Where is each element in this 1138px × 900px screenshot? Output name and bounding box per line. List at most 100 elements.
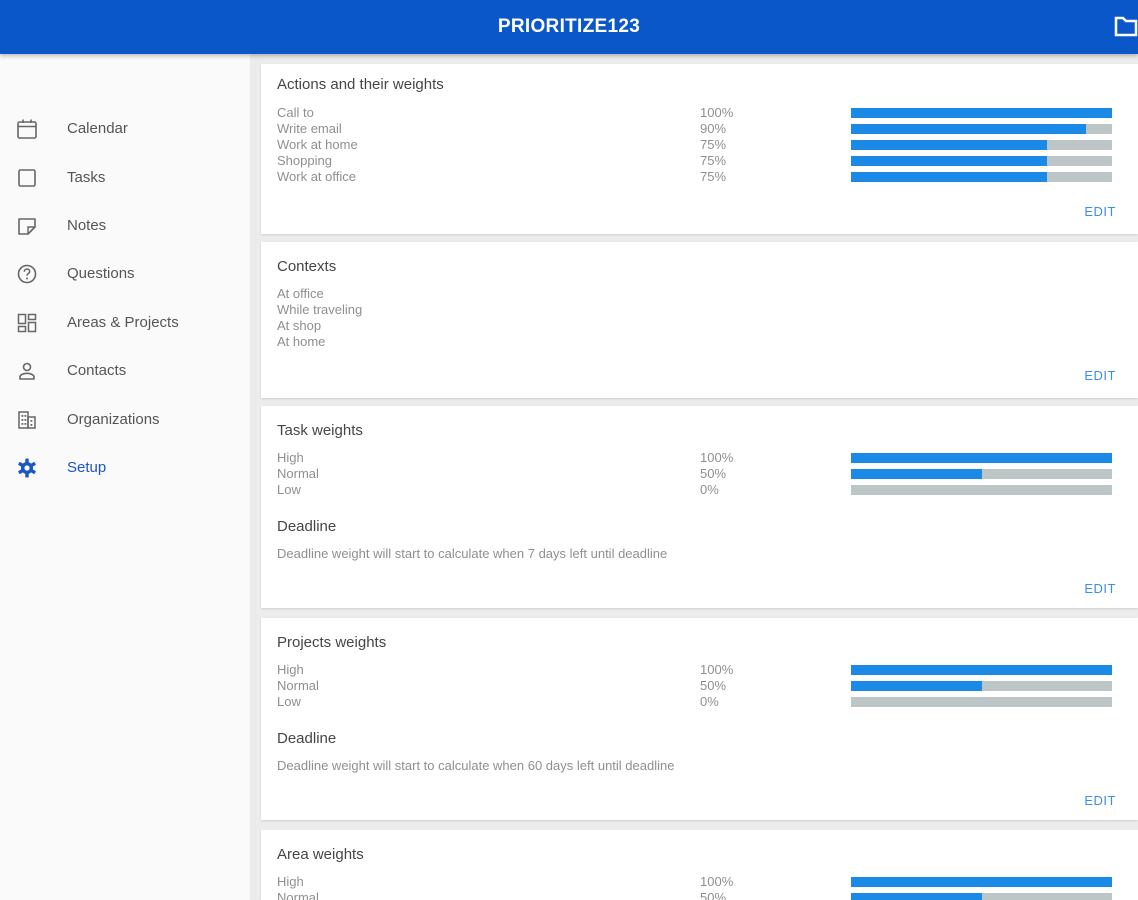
weight-bar-fill: [851, 108, 1112, 118]
card-title: Projects weights: [277, 634, 387, 651]
weight-row: Low 0%: [261, 482, 1138, 498]
weight-bar: [851, 681, 1112, 691]
weight-bar-fill: [851, 156, 1047, 166]
weight-label: Low: [277, 482, 301, 497]
weight-bar: [851, 469, 1112, 479]
weight-bar: [851, 665, 1112, 675]
weight-row: Call to 100%: [261, 105, 1138, 121]
weight-bar-fill: [851, 172, 1047, 182]
weight-bar-fill: [851, 124, 1086, 134]
weight-label: High: [277, 874, 304, 889]
weight-bar: [851, 485, 1112, 495]
project-weights-card: Projects weights High 100% Normal 50% Lo…: [261, 618, 1138, 820]
deadline-heading: Deadline: [277, 730, 337, 747]
sidebar-item-notes[interactable]: Notes: [0, 206, 250, 246]
area-weights-card: Area weights High 100% Normal 50%: [261, 830, 1138, 900]
weight-percent: 0%: [700, 694, 719, 709]
weight-percent: 100%: [700, 105, 734, 120]
sidebar-item-contacts[interactable]: Contacts: [0, 351, 250, 391]
calendar-icon: [16, 118, 38, 140]
deadline-description: Deadline weight will start to calculate …: [277, 758, 675, 773]
deadline-description: Deadline weight will start to calculate …: [277, 546, 668, 561]
gear-icon: [16, 457, 38, 479]
weight-percent: 50%: [700, 466, 727, 481]
sidebar-item-label: Setup: [67, 459, 107, 476]
weight-percent: 90%: [700, 121, 727, 136]
edit-button[interactable]: EDIT: [1084, 368, 1116, 383]
deadline-heading: Deadline: [277, 518, 337, 535]
weight-label: Normal: [277, 890, 319, 900]
weight-label: Write email: [277, 121, 342, 136]
weight-bar: [851, 124, 1112, 134]
weight-percent: 100%: [700, 450, 734, 465]
checkbox-icon: [16, 167, 38, 189]
question-icon: [16, 263, 38, 285]
weight-label: Work at office: [277, 169, 356, 184]
main-content: Actions and their weights Call to 100% W…: [250, 54, 1138, 900]
weight-label: High: [277, 662, 304, 677]
weight-bar-fill: [851, 681, 982, 691]
sidebar-item-label: Organizations: [67, 411, 160, 428]
weight-bar: [851, 453, 1112, 463]
sidebar-item-calendar[interactable]: Calendar: [0, 109, 250, 149]
context-item: At shop: [277, 318, 322, 333]
weight-bar-fill: [851, 140, 1047, 150]
sidebar: Calendar Tasks Notes Questions Areas & P…: [0, 54, 250, 900]
sidebar-item-organizations[interactable]: Organizations: [0, 400, 250, 440]
app-title: PRIORITIZE123: [497, 16, 641, 37]
weight-bar: [851, 156, 1112, 166]
card-title: Actions and their weights: [277, 76, 444, 93]
weight-label: Normal: [277, 466, 319, 481]
weight-row: High 100%: [261, 662, 1138, 678]
sidebar-item-label: Tasks: [67, 169, 106, 186]
weight-bar: [851, 893, 1112, 900]
weight-percent: 100%: [700, 874, 734, 889]
weight-bar-fill: [851, 469, 982, 479]
weight-row: Normal 50%: [261, 890, 1138, 900]
sidebar-item-label: Contacts: [67, 362, 127, 379]
weight-percent: 75%: [700, 169, 727, 184]
weight-label: Low: [277, 694, 301, 709]
weight-bar: [851, 697, 1112, 707]
weight-row: High 100%: [261, 874, 1138, 890]
edit-button[interactable]: EDIT: [1084, 581, 1116, 596]
weight-percent: 75%: [700, 137, 727, 152]
weight-percent: 50%: [700, 678, 727, 693]
card-title: Contexts: [277, 258, 337, 275]
sidebar-item-tasks[interactable]: Tasks: [0, 158, 250, 198]
contexts-card: Contexts At office While traveling At sh…: [261, 242, 1138, 398]
context-item: At office: [277, 286, 324, 301]
context-item: While traveling: [277, 302, 363, 317]
weight-bar: [851, 877, 1112, 887]
weight-bar-fill: [851, 877, 1112, 887]
weight-percent: 0%: [700, 482, 719, 497]
card-title: Area weights: [277, 846, 364, 863]
sidebar-item-setup[interactable]: Setup: [0, 448, 250, 488]
weight-row: Work at home 75%: [261, 137, 1138, 153]
actions-weights-card: Actions and their weights Call to 100% W…: [261, 64, 1138, 234]
card-title: Task weights: [277, 422, 363, 439]
weight-label: Work at home: [277, 137, 358, 152]
folder-icon[interactable]: [1114, 14, 1138, 40]
weight-label: High: [277, 450, 304, 465]
edit-button[interactable]: EDIT: [1084, 793, 1116, 808]
sidebar-item-label: Areas & Projects: [67, 314, 179, 331]
sidebar-item-areas-projects[interactable]: Areas & Projects: [0, 303, 250, 343]
context-item: At home: [277, 334, 326, 349]
weight-bar: [851, 108, 1112, 118]
grid-icon: [16, 312, 38, 334]
weight-bar-fill: [851, 893, 982, 900]
person-icon: [16, 360, 38, 382]
weight-percent: 50%: [700, 890, 727, 900]
weight-row: Low 0%: [261, 694, 1138, 710]
weight-row: Normal 50%: [261, 466, 1138, 482]
weight-percent: 100%: [700, 662, 734, 677]
sidebar-item-label: Calendar: [67, 120, 128, 137]
weight-row: Normal 50%: [261, 678, 1138, 694]
weight-bar-fill: [851, 453, 1112, 463]
weight-row: Work at office 75%: [261, 169, 1138, 185]
building-icon: [16, 409, 38, 431]
note-icon: [16, 215, 38, 237]
edit-button[interactable]: EDIT: [1084, 204, 1116, 219]
sidebar-item-questions[interactable]: Questions: [0, 254, 250, 294]
